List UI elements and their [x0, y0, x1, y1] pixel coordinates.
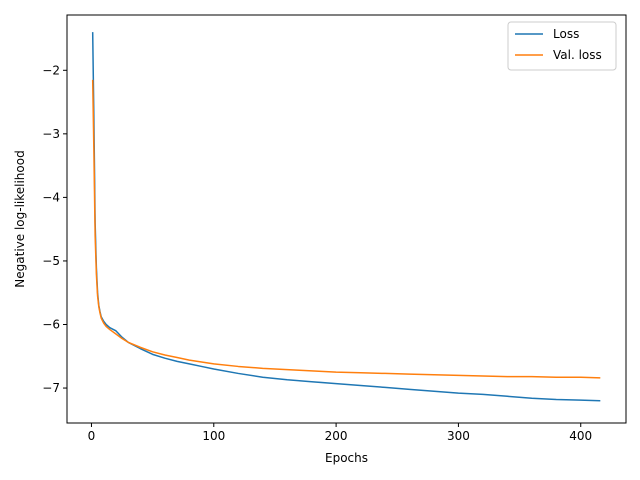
y-tick-label: −2 [42, 63, 60, 77]
x-tick-label: 300 [447, 429, 470, 443]
y-tick-label: −7 [42, 381, 60, 395]
y-axis-label: Negative log-likelihood [13, 150, 27, 287]
x-tick-label: 0 [88, 429, 96, 443]
y-tick-label: −6 [42, 317, 60, 331]
legend-label-0: Loss [553, 27, 579, 41]
x-axis-label: Epochs [325, 451, 368, 465]
y-tick-label: −3 [42, 127, 60, 141]
y-tick-label: −4 [42, 190, 60, 204]
plot-frame [66, 14, 627, 424]
y-tick-label: −5 [42, 254, 60, 268]
x-tick-label: 400 [569, 429, 592, 443]
series-layer [91, 32, 601, 402]
series-line-1 [91, 79, 601, 379]
legend-label-1: Val. loss [553, 48, 602, 62]
x-axis-ticks: 0 100 200 300 400 [88, 423, 592, 443]
y-axis-ticks: −2 −3 −4 −5 −6 −7 [42, 63, 67, 395]
x-tick-label: 100 [202, 429, 225, 443]
x-tick-label: 200 [325, 429, 348, 443]
legend: Loss Val. loss [507, 21, 617, 71]
